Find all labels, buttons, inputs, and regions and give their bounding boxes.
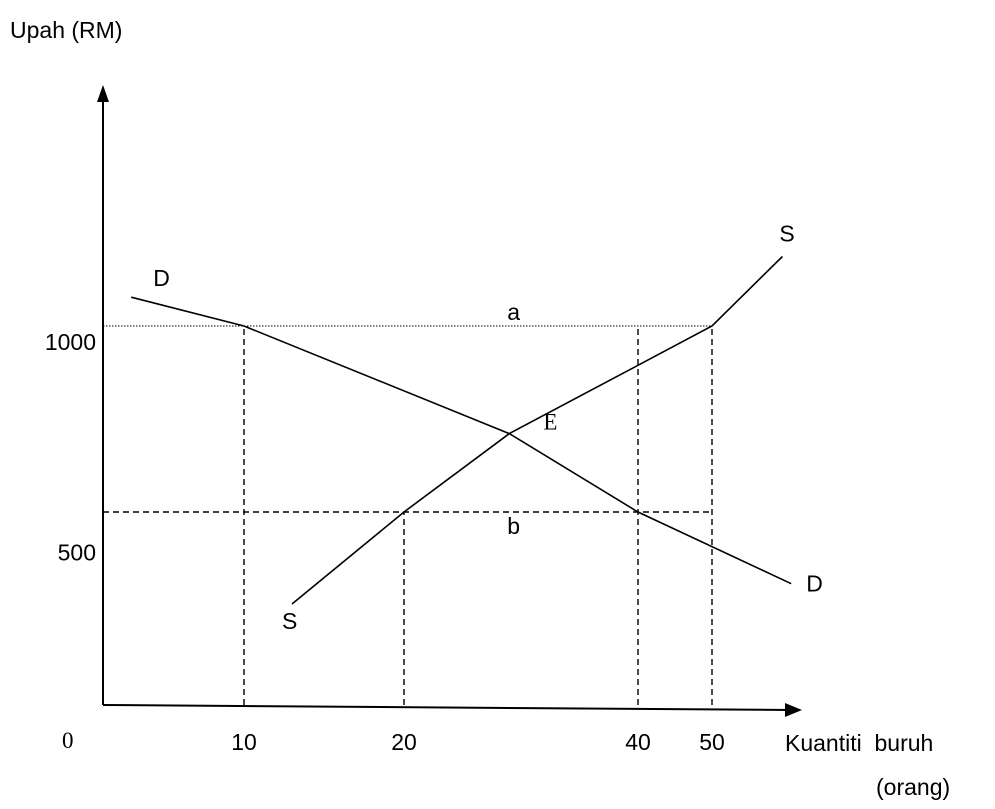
- x-tick-label-50: 50: [699, 729, 725, 755]
- annotation-b: b: [507, 513, 520, 539]
- annotation-a: a: [507, 299, 520, 325]
- labels: Upah (RM) Kuantiti buruh (orang) 0 D D S S 1…: [10, 17, 950, 800]
- x-tick-label-10: 10: [231, 729, 257, 755]
- origin-label: 0: [62, 728, 74, 753]
- series: [131, 255, 792, 605]
- x-tick-label-40: 40: [625, 729, 651, 755]
- series-D-line: [131, 296, 792, 585]
- annotation-E: E: [543, 410, 557, 435]
- y-tick-label-500: 500: [58, 540, 96, 566]
- x-axis-arrow: [785, 703, 802, 717]
- series-D-end-label: D: [806, 571, 823, 597]
- y-tick-label-1000: 1000: [45, 329, 96, 355]
- x-axis-label: Kuantiti buruh: [785, 730, 933, 756]
- axes: [97, 85, 802, 717]
- reference-lines: [103, 325, 713, 705]
- y-axis-arrow: [97, 85, 109, 102]
- x-tick-label-20: 20: [391, 729, 417, 755]
- y-axis-label: Upah (RM): [10, 17, 122, 43]
- series-D-start-label: D: [153, 265, 170, 291]
- x-axis-unit-label: (orang): [876, 774, 950, 800]
- series-S-line: [291, 255, 783, 605]
- series-S-start-label: S: [282, 608, 297, 634]
- series-S-end-label: S: [779, 221, 794, 247]
- x-axis: [102, 704, 791, 711]
